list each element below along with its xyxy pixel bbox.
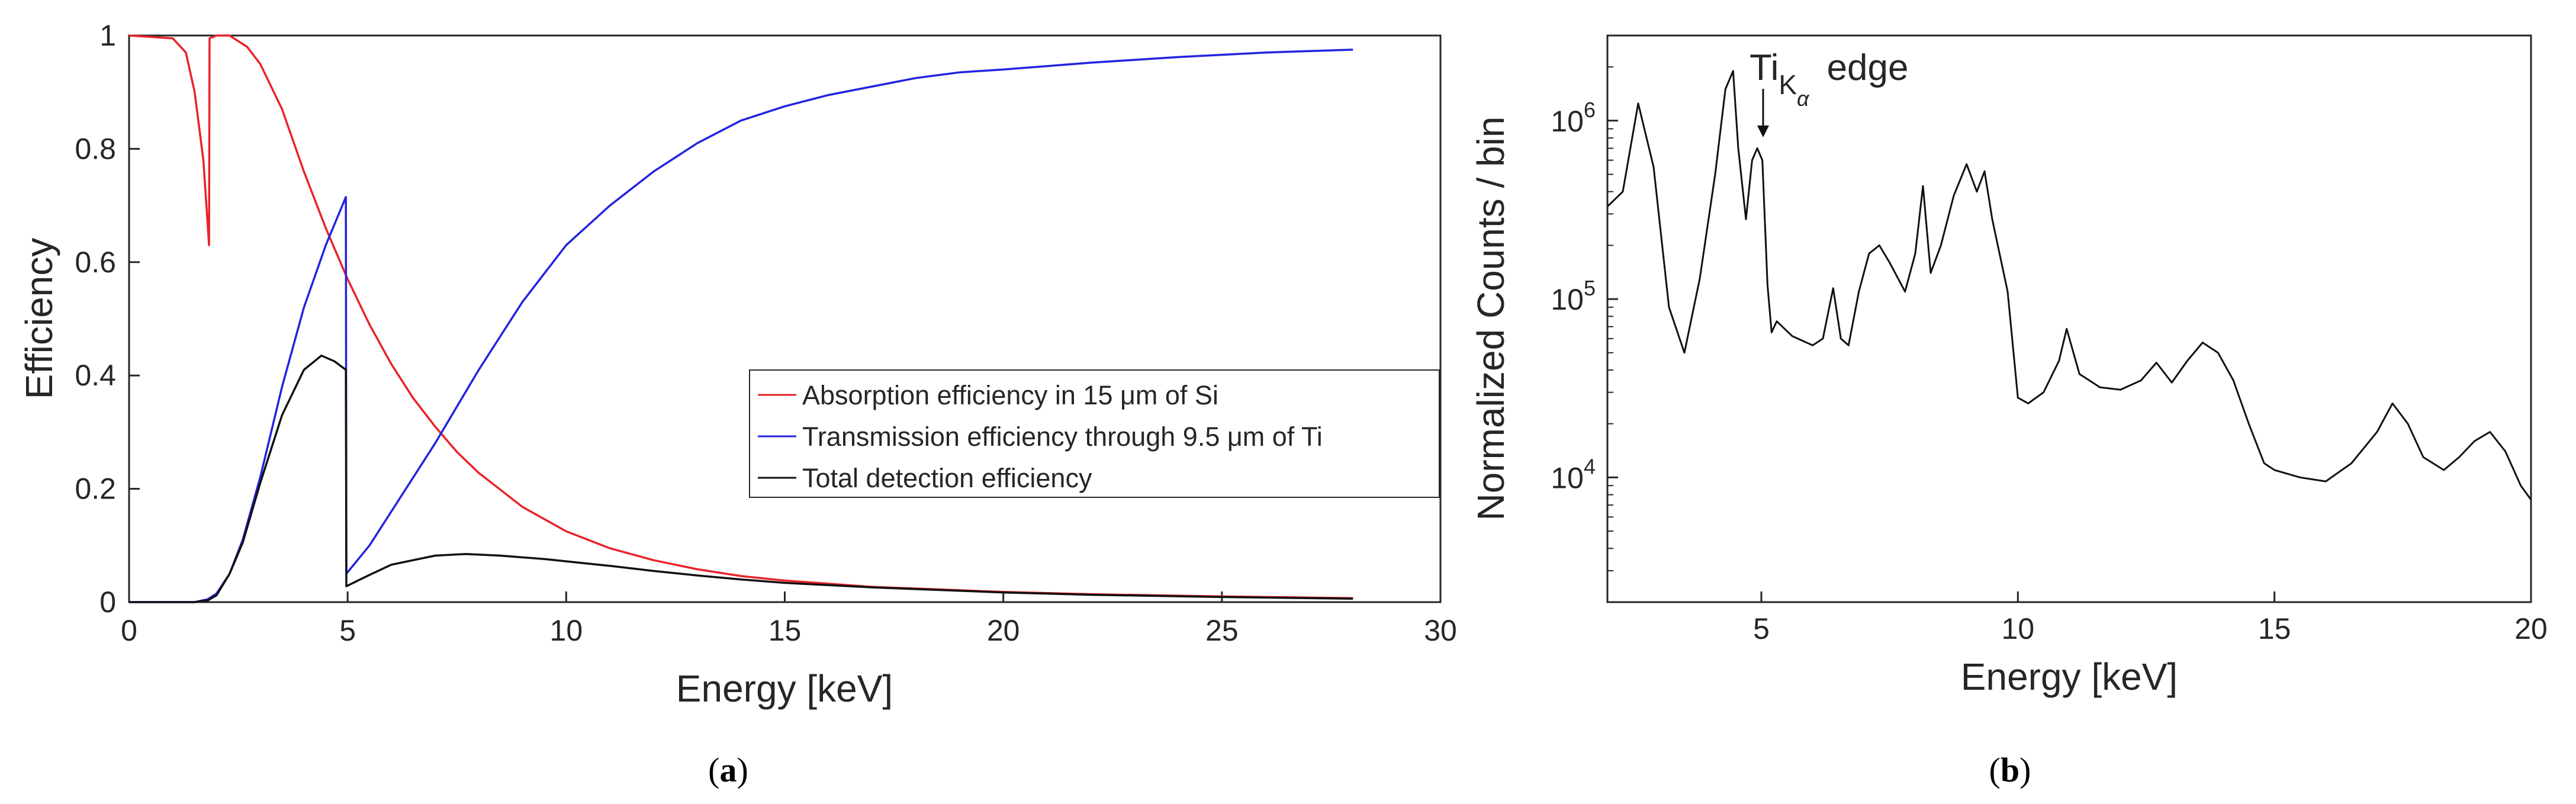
annotation-k: K: [1779, 69, 1797, 100]
panel-b-plot-frame: [1606, 34, 2532, 603]
panel-b-caption-open: (: [1989, 751, 2001, 789]
total-detection-efficiency-line: [129, 354, 1353, 603]
panel-b-annotation: TiKαedge: [1750, 47, 1909, 137]
arrow-down-icon: [1757, 126, 1769, 137]
annotation-ti: Ti: [1750, 47, 1779, 88]
panel-a: 0 5 10 15 20 25 30 0 0.2 0.4 0.6 0.8 1 Energy [keV]…: [18, 19, 1457, 789]
x-tick-label: 30: [1424, 614, 1457, 647]
panel-b-caption: (b): [1989, 751, 2031, 789]
panel-b-caption-close: ): [2019, 751, 2031, 789]
legend-label-total: Total detection efficiency: [802, 463, 1092, 493]
x-tick-label: 0: [121, 614, 137, 647]
x-tick-label: 10: [550, 614, 583, 647]
y-tick-label: 0: [99, 586, 116, 619]
panel-a-plot-frame: [128, 34, 1442, 603]
transmission-efficiency-line: [129, 49, 1353, 603]
panel-a-legend: Absorption efficiency in 15 μm of Si Tra…: [749, 369, 1440, 498]
panel-a-y-axis-label: Efficiency: [18, 238, 60, 400]
x-tick-label: 15: [768, 614, 802, 647]
panel-b-x-ticks: 5 10 15 20: [1753, 591, 2548, 645]
panel-a-series: [128, 34, 1353, 603]
y-tick-label: 0.2: [75, 472, 116, 506]
absorption-efficiency-line: [128, 34, 1353, 600]
panel-b: 5 10 15 20 104 105 106 Energy [keV] Normalize…: [1469, 34, 2548, 789]
panel-a-caption-open: (: [708, 751, 719, 789]
panel-a-caption-close: ): [737, 751, 748, 789]
panel-b-x-axis-label: Energy [keV]: [1961, 655, 2178, 698]
x-tick-label: 15: [2258, 612, 2291, 645]
y-tick-label: 0.8: [75, 132, 116, 165]
legend-label-absorption: Absorption efficiency in 15 μm of Si: [802, 380, 1218, 410]
panel-b-y-ticks: 104 105 106: [1551, 35, 1618, 603]
x-tick-label: 20: [2514, 612, 2548, 645]
ti-k-alpha-edge-label: TiKαedge: [1750, 47, 1909, 111]
legend-label-transmission: Transmission efficiency through 9.5 μm o…: [802, 422, 1323, 452]
annotation-alpha: α: [1797, 86, 1810, 111]
y-tick-label: 105: [1551, 276, 1596, 316]
x-tick-label: 10: [2002, 612, 2035, 645]
y-tick-label: 1: [99, 19, 116, 52]
x-tick-label: 5: [1753, 612, 1770, 645]
legend-box: [749, 369, 1440, 498]
panel-a-caption-letter: a: [720, 751, 737, 789]
annotation-edge: edge: [1827, 47, 1909, 88]
panel-a-caption: (a): [708, 751, 748, 789]
y-tick-label: 0.4: [75, 359, 116, 392]
x-tick-label: 20: [987, 614, 1020, 647]
spectrum-line: [1606, 70, 2532, 500]
panel-a-x-axis-label: Energy [keV]: [676, 667, 893, 710]
panel-b-caption-letter: b: [2001, 751, 2019, 789]
panel-a-x-ticks: 0 5 10 15 20 25 30: [121, 591, 1457, 647]
y-tick-label: 104: [1551, 454, 1596, 494]
panel-b-series: [1606, 70, 2532, 500]
y-tick-label: 106: [1551, 98, 1596, 138]
panel-a-y-ticks: 0 0.2 0.4 0.6 0.8 1: [75, 19, 140, 619]
panel-b-y-axis-label: Normalized Counts / bin: [1469, 117, 1512, 521]
x-tick-label: 5: [339, 614, 356, 647]
y-tick-label: 0.6: [75, 246, 116, 279]
x-tick-label: 25: [1205, 614, 1239, 647]
